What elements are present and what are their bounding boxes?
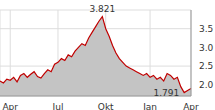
svg-text:2.0: 2.0	[199, 80, 207, 90]
svg-text:Apr: Apr	[183, 102, 199, 110]
svg-text:3.0: 3.0	[199, 43, 207, 53]
svg-text:3.5: 3.5	[199, 24, 207, 34]
svg-text:3.821: 3.821	[89, 4, 115, 14]
svg-text:Jul: Jul	[52, 102, 64, 110]
svg-text:2.5: 2.5	[199, 61, 207, 71]
svg-text:Jan: Jan	[142, 102, 157, 110]
svg-text:1.791: 1.791	[153, 88, 179, 98]
svg-text:Apr: Apr	[8, 102, 18, 110]
svg-text:Okt: Okt	[98, 102, 114, 110]
